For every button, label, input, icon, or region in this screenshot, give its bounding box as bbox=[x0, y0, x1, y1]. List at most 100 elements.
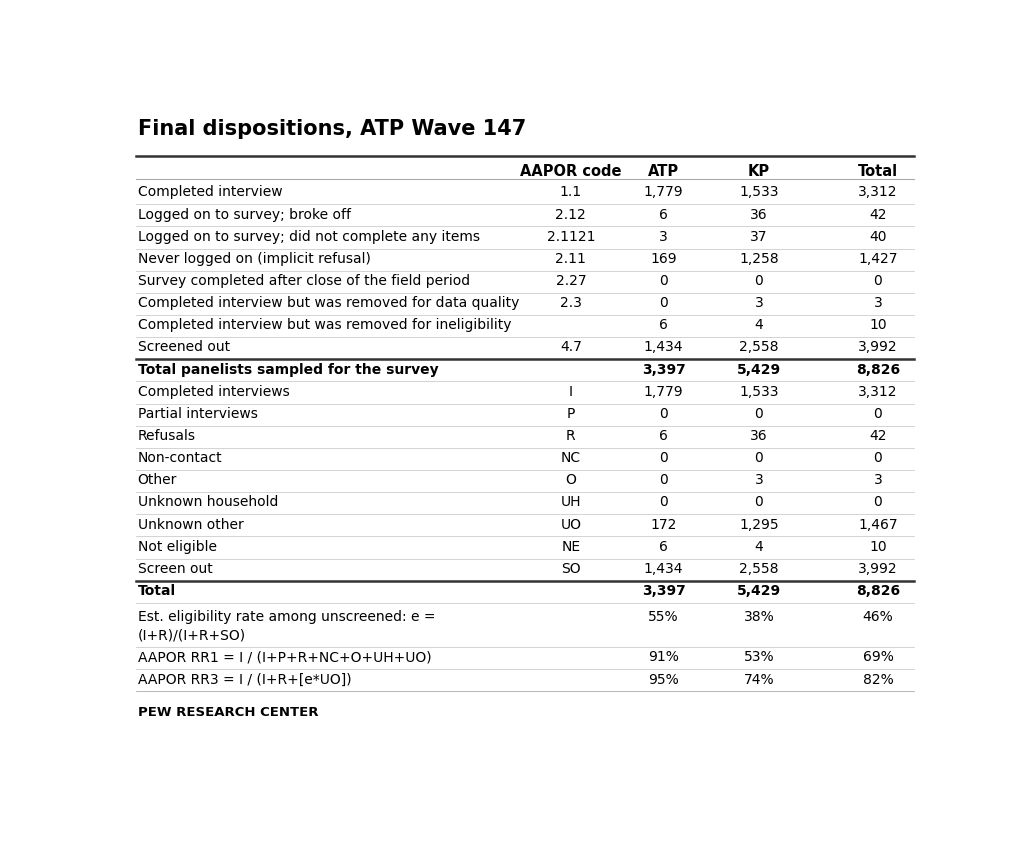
Text: 3,397: 3,397 bbox=[642, 584, 685, 598]
Text: Completed interview but was removed for data quality: Completed interview but was removed for … bbox=[137, 296, 519, 310]
Text: 8,826: 8,826 bbox=[856, 363, 900, 377]
Text: 4: 4 bbox=[755, 540, 763, 554]
Text: 1,467: 1,467 bbox=[858, 517, 898, 532]
Text: 3: 3 bbox=[755, 473, 763, 488]
Text: 172: 172 bbox=[650, 517, 677, 532]
Text: 6: 6 bbox=[659, 208, 668, 221]
Text: 1,533: 1,533 bbox=[739, 186, 778, 199]
Text: 82%: 82% bbox=[862, 672, 893, 687]
Text: I: I bbox=[568, 385, 572, 399]
Text: ATP: ATP bbox=[648, 164, 679, 180]
Text: 1,258: 1,258 bbox=[739, 252, 778, 266]
Text: 3,312: 3,312 bbox=[858, 186, 898, 199]
Text: Logged on to survey; did not complete any items: Logged on to survey; did not complete an… bbox=[137, 230, 479, 243]
Text: NE: NE bbox=[561, 540, 581, 554]
Text: 10: 10 bbox=[869, 318, 887, 332]
Text: 0: 0 bbox=[755, 495, 763, 510]
Text: 46%: 46% bbox=[862, 609, 893, 624]
Text: 91%: 91% bbox=[648, 650, 679, 665]
Text: 0: 0 bbox=[873, 407, 883, 421]
Text: Completed interview but was removed for ineligibility: Completed interview but was removed for … bbox=[137, 318, 511, 332]
Text: 8,826: 8,826 bbox=[856, 584, 900, 598]
Text: 0: 0 bbox=[659, 274, 668, 288]
Text: 95%: 95% bbox=[648, 672, 679, 687]
Text: 0: 0 bbox=[755, 274, 763, 288]
Text: 1,295: 1,295 bbox=[739, 517, 778, 532]
Text: O: O bbox=[565, 473, 577, 488]
Text: 2,558: 2,558 bbox=[739, 340, 778, 354]
Text: Logged on to survey; broke off: Logged on to survey; broke off bbox=[137, 208, 350, 221]
Text: 0: 0 bbox=[659, 473, 668, 488]
Text: UO: UO bbox=[560, 517, 582, 532]
Text: 0: 0 bbox=[873, 451, 883, 465]
Text: Never logged on (implicit refusal): Never logged on (implicit refusal) bbox=[137, 252, 371, 266]
Text: 2.3: 2.3 bbox=[560, 296, 582, 310]
Text: KP: KP bbox=[748, 164, 770, 180]
Text: 0: 0 bbox=[755, 407, 763, 421]
Text: Completed interviews: Completed interviews bbox=[137, 385, 289, 399]
Text: P: P bbox=[566, 407, 575, 421]
Text: 1,427: 1,427 bbox=[858, 252, 898, 266]
Text: Survey completed after close of the field period: Survey completed after close of the fiel… bbox=[137, 274, 470, 288]
Text: Final dispositions, ATP Wave 147: Final dispositions, ATP Wave 147 bbox=[137, 118, 525, 139]
Text: 1,779: 1,779 bbox=[644, 186, 683, 199]
Text: 36: 36 bbox=[751, 429, 768, 443]
Text: Screened out: Screened out bbox=[137, 340, 229, 354]
Text: 42: 42 bbox=[869, 208, 887, 221]
Text: 169: 169 bbox=[650, 252, 677, 266]
Text: 6: 6 bbox=[659, 540, 668, 554]
Text: 0: 0 bbox=[755, 451, 763, 465]
Text: UH: UH bbox=[560, 495, 581, 510]
Text: PEW RESEARCH CENTER: PEW RESEARCH CENTER bbox=[137, 705, 318, 719]
Text: AAPOR RR1 = I / (I+P+R+NC+O+UH+UO): AAPOR RR1 = I / (I+P+R+NC+O+UH+UO) bbox=[137, 650, 431, 665]
Text: 0: 0 bbox=[659, 407, 668, 421]
Text: Total panelists sampled for the survey: Total panelists sampled for the survey bbox=[137, 363, 438, 377]
Text: 4: 4 bbox=[755, 318, 763, 332]
Text: 42: 42 bbox=[869, 429, 887, 443]
Text: 2.27: 2.27 bbox=[555, 274, 586, 288]
Text: Not eligible: Not eligible bbox=[137, 540, 216, 554]
Text: 5,429: 5,429 bbox=[737, 584, 781, 598]
Text: 2,558: 2,558 bbox=[739, 562, 778, 576]
Text: Other: Other bbox=[137, 473, 177, 488]
Text: Total: Total bbox=[858, 164, 898, 180]
Text: 10: 10 bbox=[869, 540, 887, 554]
Text: 37: 37 bbox=[751, 230, 768, 243]
Text: 2.11: 2.11 bbox=[555, 252, 587, 266]
Text: 2.1121: 2.1121 bbox=[547, 230, 595, 243]
Text: 36: 36 bbox=[751, 208, 768, 221]
Text: Non-contact: Non-contact bbox=[137, 451, 222, 465]
Text: 1,779: 1,779 bbox=[644, 385, 683, 399]
Text: 1,533: 1,533 bbox=[739, 385, 778, 399]
Text: 1,434: 1,434 bbox=[644, 562, 683, 576]
Text: 6: 6 bbox=[659, 429, 668, 443]
Text: 3,992: 3,992 bbox=[858, 562, 898, 576]
Text: 3: 3 bbox=[873, 473, 883, 488]
Text: 69%: 69% bbox=[862, 650, 893, 665]
Text: 55%: 55% bbox=[648, 609, 679, 624]
Text: 38%: 38% bbox=[743, 609, 774, 624]
Text: 0: 0 bbox=[873, 274, 883, 288]
Text: Unknown other: Unknown other bbox=[137, 517, 244, 532]
Text: 40: 40 bbox=[869, 230, 887, 243]
Text: 0: 0 bbox=[659, 451, 668, 465]
Text: Est. eligibility rate among unscreened: e =: Est. eligibility rate among unscreened: … bbox=[137, 609, 435, 624]
Text: 74%: 74% bbox=[743, 672, 774, 687]
Text: 3: 3 bbox=[873, 296, 883, 310]
Text: 0: 0 bbox=[659, 495, 668, 510]
Text: 2.12: 2.12 bbox=[555, 208, 586, 221]
Text: 3,312: 3,312 bbox=[858, 385, 898, 399]
Text: Refusals: Refusals bbox=[137, 429, 196, 443]
Text: 1.1: 1.1 bbox=[560, 186, 582, 199]
Text: AAPOR code: AAPOR code bbox=[520, 164, 622, 180]
Text: 53%: 53% bbox=[743, 650, 774, 665]
Text: NC: NC bbox=[561, 451, 581, 465]
Text: Unknown household: Unknown household bbox=[137, 495, 278, 510]
Text: 3: 3 bbox=[755, 296, 763, 310]
Text: 5,429: 5,429 bbox=[737, 363, 781, 377]
Text: 0: 0 bbox=[873, 495, 883, 510]
Text: 6: 6 bbox=[659, 318, 668, 332]
Text: 3: 3 bbox=[659, 230, 668, 243]
Text: Screen out: Screen out bbox=[137, 562, 212, 576]
Text: 1,434: 1,434 bbox=[644, 340, 683, 354]
